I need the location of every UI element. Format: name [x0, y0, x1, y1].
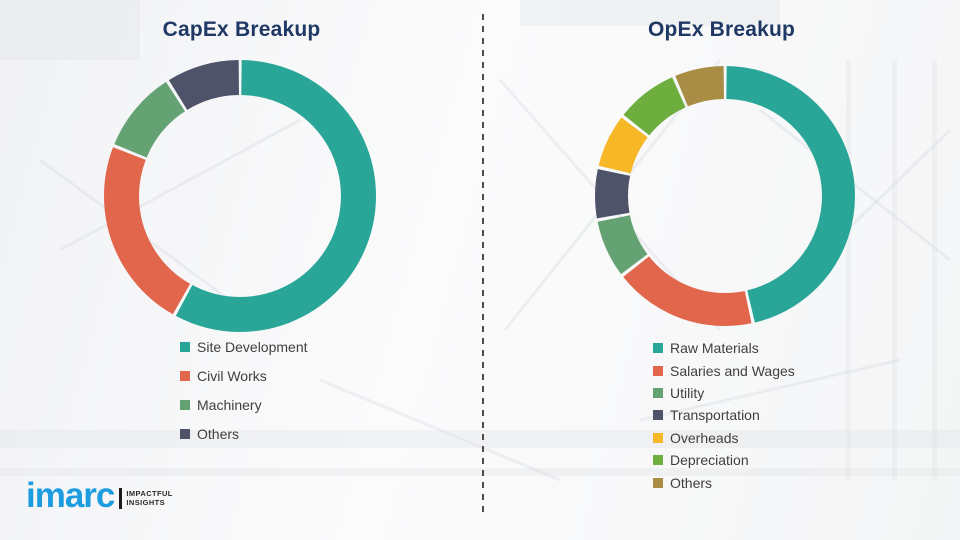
- capex-legend: Site Development Civil Works Machinery Othe…: [180, 332, 308, 448]
- legend-item: Depreciation: [653, 449, 795, 471]
- legend-item: Civil Works: [180, 361, 308, 390]
- legend-swatch: [653, 343, 663, 354]
- legend-label: Others: [670, 474, 713, 491]
- legend-swatch: [653, 365, 663, 376]
- logo-tagline: IMPACTFUL INSIGHTS: [126, 490, 172, 507]
- legend-label: Raw Materials: [670, 340, 759, 357]
- opex-legend: Raw Materials Salaries and Wages Utility Tr…: [653, 337, 795, 494]
- legend-label: Others: [197, 425, 240, 442]
- legend-label: Depreciation: [670, 452, 749, 469]
- capex-donut-chart: [104, 60, 376, 332]
- legend-swatch: [653, 477, 663, 488]
- legend-item: Site Development: [180, 332, 308, 361]
- legend-label: Civil Works: [197, 367, 267, 384]
- legend-item: Others: [653, 471, 795, 493]
- legend-swatch: [180, 370, 190, 381]
- legend-swatch: [653, 387, 663, 398]
- legend-item: Overheads: [653, 427, 795, 449]
- legend-swatch: [180, 428, 190, 439]
- donut-segment-transportation: [595, 66, 855, 326]
- legend-label: Overheads: [670, 429, 739, 446]
- imarc-logo-text: imarc: [26, 476, 115, 515]
- dashed-divider-line: [482, 14, 484, 516]
- capex-chart-title: CapEx Breakup: [162, 18, 321, 41]
- logo-divider-bar: [119, 487, 123, 509]
- legend-label: Utility: [670, 384, 705, 401]
- legend-item: Machinery: [180, 390, 308, 419]
- logo-tagline-line1: IMPACTFUL: [126, 489, 173, 499]
- legend-item: Others: [180, 419, 308, 448]
- logo-tagline-line2: INSIGHTS: [126, 498, 166, 508]
- legend-item: Utility: [653, 382, 795, 404]
- legend-swatch: [653, 432, 663, 443]
- legend-swatch: [653, 455, 663, 466]
- opex-donut-chart: [595, 66, 855, 326]
- donut-segment-salaries-and-wages: [595, 66, 855, 326]
- legend-item: Salaries and Wages: [653, 359, 795, 381]
- legend-swatch: [180, 341, 190, 352]
- donut-segment-raw-materials: [595, 66, 855, 326]
- imarc-logo: imarc IMPACTFUL INSIGHTS: [26, 476, 173, 515]
- legend-label: Machinery: [197, 396, 262, 413]
- legend-label: Site Development: [197, 338, 308, 355]
- legend-swatch: [653, 410, 663, 421]
- opex-chart-title: OpEx Breakup: [647, 18, 796, 41]
- legend-item: Raw Materials: [653, 337, 795, 359]
- legend-label: Salaries and Wages: [670, 362, 795, 379]
- legend-item: Transportation: [653, 404, 795, 426]
- legend-swatch: [180, 399, 190, 410]
- donut-segment-civil-works: [104, 60, 376, 332]
- donut-segment-site-development: [104, 60, 376, 332]
- legend-label: Transportation: [670, 407, 760, 424]
